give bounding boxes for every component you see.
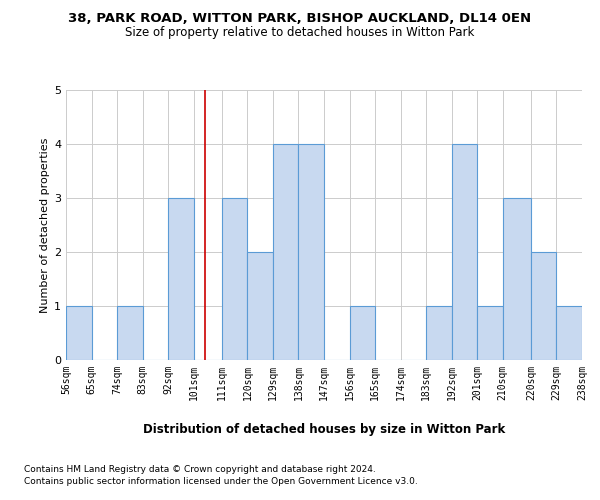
Bar (556, 306, 582, 360)
Bar (222, 198, 247, 360)
Bar (66, 306, 92, 360)
Bar (117, 306, 143, 360)
Bar (247, 252, 273, 360)
Bar (350, 306, 375, 360)
Bar (298, 144, 324, 360)
Bar (531, 252, 556, 360)
Text: 38 PARK ROAD: 105sqm
← 17% of detached houses are smaller (6)
83% of semi-detach: 38 PARK ROAD: 105sqm ← 17% of detached h… (0, 499, 1, 500)
Text: 38, PARK ROAD, WITTON PARK, BISHOP AUCKLAND, DL14 0EN: 38, PARK ROAD, WITTON PARK, BISHOP AUCKL… (68, 12, 532, 26)
Bar (503, 198, 531, 360)
Text: Contains HM Land Registry data © Crown copyright and database right 2024.: Contains HM Land Registry data © Crown c… (24, 465, 376, 474)
Bar (426, 306, 452, 360)
Bar (477, 306, 503, 360)
Bar (168, 198, 194, 360)
Y-axis label: Number of detached properties: Number of detached properties (40, 138, 50, 312)
Bar (452, 144, 477, 360)
Bar (273, 144, 298, 360)
Text: Size of property relative to detached houses in Witton Park: Size of property relative to detached ho… (125, 26, 475, 39)
Text: Distribution of detached houses by size in Witton Park: Distribution of detached houses by size … (143, 422, 505, 436)
Text: Contains public sector information licensed under the Open Government Licence v3: Contains public sector information licen… (24, 478, 418, 486)
